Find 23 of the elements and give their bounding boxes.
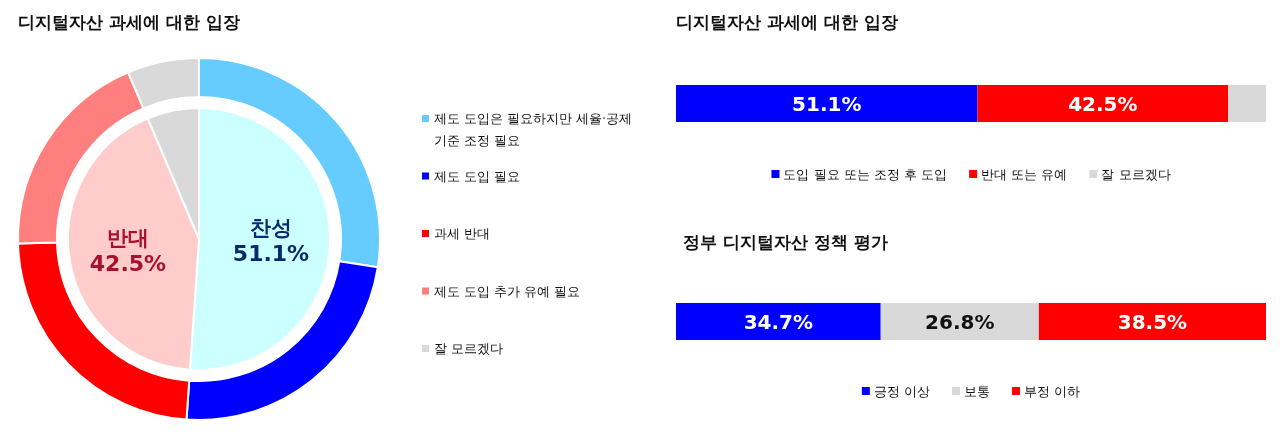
slice-label: 반대 [106,225,149,250]
legend-label: 제도 도입 필요 [434,168,520,184]
data-label: 38.5% [1117,309,1188,334]
legend-label: 과세 반대 [434,226,490,241]
data-label: 42.5% [89,250,167,276]
data-label: 51.1% [792,91,862,116]
legend-label: 잘 모르겠다 [1101,167,1171,182]
data-label: 34.7% [743,309,814,334]
data-label: 26.8% [925,309,995,334]
legend-label: 제도 도입 추가 유예 필요 [434,283,580,299]
chart-title: 정부 디지털자산 정책 평가 [683,232,888,252]
legend-label: 잘 모르겠다 [434,341,503,356]
legend-label: 제도 도입은 필요하지만 세율·공제 기준 조정 필요 [434,111,632,148]
legend-label: 긍정 이상 [873,384,930,399]
legend-label: 부정 이하 [1024,384,1081,399]
chart-title: 디지털자산 과세에 대한 입장 [18,12,240,32]
legend-label: 반대 또는 유예 [981,167,1068,182]
data-label: 51.1% [232,241,310,267]
chart-title: 디지털자산 과세에 대한 입장 [676,12,898,32]
legend-label: 도입 필요 또는 조정 후 도입 [783,167,948,182]
data-label: 42.5% [1068,91,1138,116]
slice-label: 찬성 [250,216,293,241]
legend-label: 보통 [964,384,990,399]
